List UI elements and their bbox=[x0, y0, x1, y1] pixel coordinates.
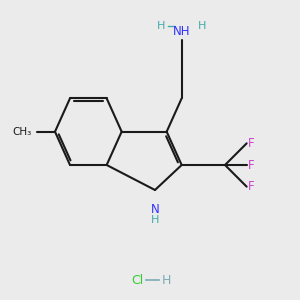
Text: H: H bbox=[162, 274, 171, 286]
Text: F: F bbox=[248, 158, 255, 172]
Text: F: F bbox=[248, 137, 255, 150]
Text: H: H bbox=[198, 21, 206, 31]
Text: N: N bbox=[151, 203, 159, 216]
Text: F: F bbox=[248, 180, 255, 193]
Text: NH: NH bbox=[173, 25, 190, 38]
Text: H: H bbox=[157, 21, 165, 31]
Text: CH₃: CH₃ bbox=[12, 127, 32, 137]
Text: H: H bbox=[151, 215, 159, 225]
Text: Cl: Cl bbox=[131, 274, 143, 286]
